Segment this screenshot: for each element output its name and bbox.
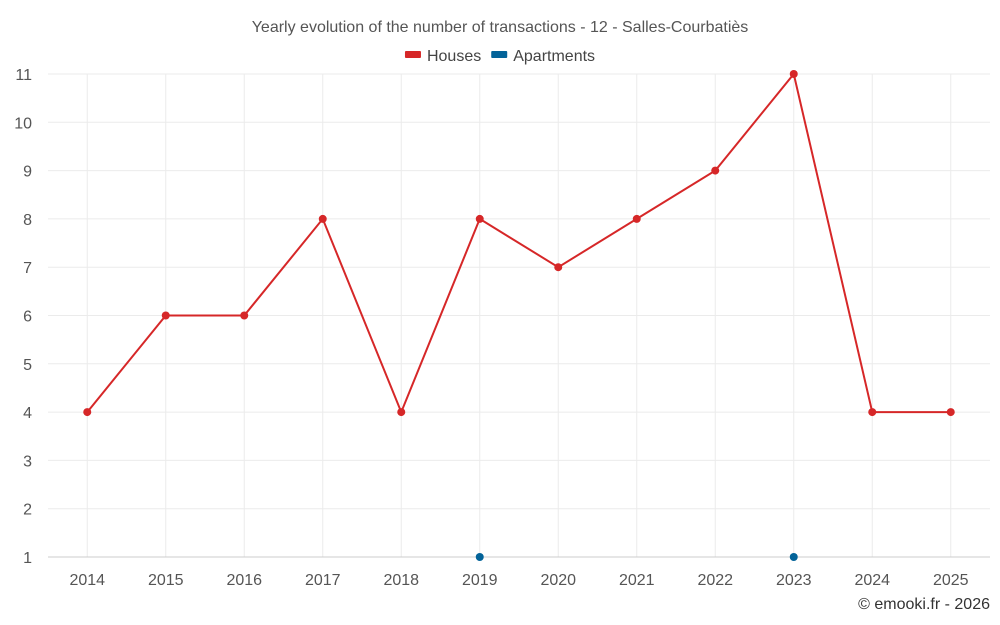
data-point-houses[interactable]	[789, 70, 798, 78]
data-point-apartments[interactable]	[789, 553, 798, 561]
data-point-houses[interactable]	[554, 263, 563, 272]
y-tick-label: 4	[23, 405, 32, 422]
x-tick-label: 2022	[697, 572, 733, 589]
data-point-apartments[interactable]	[475, 553, 484, 561]
data-point-houses[interactable]	[397, 408, 406, 417]
y-tick-label: 8	[23, 212, 32, 229]
y-tick-label: 2	[23, 502, 32, 519]
data-point-houses[interactable]	[475, 214, 484, 223]
data-point-houses[interactable]	[868, 408, 877, 417]
y-tick-label: 7	[23, 260, 32, 277]
y-tick-label: 11	[15, 67, 32, 84]
chart-title: Yearly evolution of the number of transa…	[252, 19, 749, 36]
x-tick-label: 2021	[619, 572, 655, 589]
y-tick-label: 3	[23, 453, 32, 470]
x-tick-label: 2015	[148, 572, 184, 589]
y-tick-label: 9	[23, 164, 32, 181]
data-point-houses[interactable]	[318, 214, 327, 223]
x-tick-label: 2024	[854, 572, 890, 589]
data-point-houses[interactable]	[711, 166, 720, 175]
y-tick-label: 1	[23, 550, 32, 567]
data-point-houses[interactable]	[632, 214, 641, 223]
y-tick-label: 5	[23, 357, 32, 374]
y-axis-ticks: 1 2 3 4 5 6 7 8 9 10 11	[14, 67, 32, 567]
y-tick-label: 10	[14, 115, 32, 132]
x-tick-label: 2017	[305, 572, 341, 589]
series-apartments	[475, 553, 798, 561]
x-tick-label: 2025	[933, 572, 969, 589]
data-point-houses[interactable]	[240, 311, 249, 320]
data-point-houses[interactable]	[946, 408, 955, 417]
credit-text: © emooki.fr - 2026	[858, 596, 990, 613]
series-line-houses	[86, 71, 951, 415]
series-houses	[83, 70, 955, 417]
legend-swatch-apartments	[491, 51, 508, 58]
x-tick-label: 2016	[226, 572, 262, 589]
x-tick-label: 2023	[776, 572, 812, 589]
legend-item-houses[interactable]: Houses	[404, 48, 481, 65]
legend-label-apartments: Apartments	[513, 48, 595, 65]
y-tick-label: 6	[23, 309, 32, 326]
legend-swatch-houses	[404, 51, 421, 58]
legend: Houses Apartments	[404, 48, 595, 65]
data-point-houses[interactable]	[161, 311, 170, 320]
x-tick-label: 2020	[540, 572, 576, 589]
x-tick-label: 2018	[383, 572, 419, 589]
x-tick-label: 2019	[462, 572, 498, 589]
legend-label-houses: Houses	[427, 48, 481, 65]
data-point-houses[interactable]	[83, 408, 92, 417]
legend-item-apartments[interactable]: Apartments	[491, 48, 595, 65]
series-group	[83, 70, 955, 561]
x-tick-label: 2014	[69, 572, 105, 589]
x-axis-ticks: 2014 2015 2016 2017 2018 2019 2020 2021 2022 2023…	[69, 572, 968, 589]
